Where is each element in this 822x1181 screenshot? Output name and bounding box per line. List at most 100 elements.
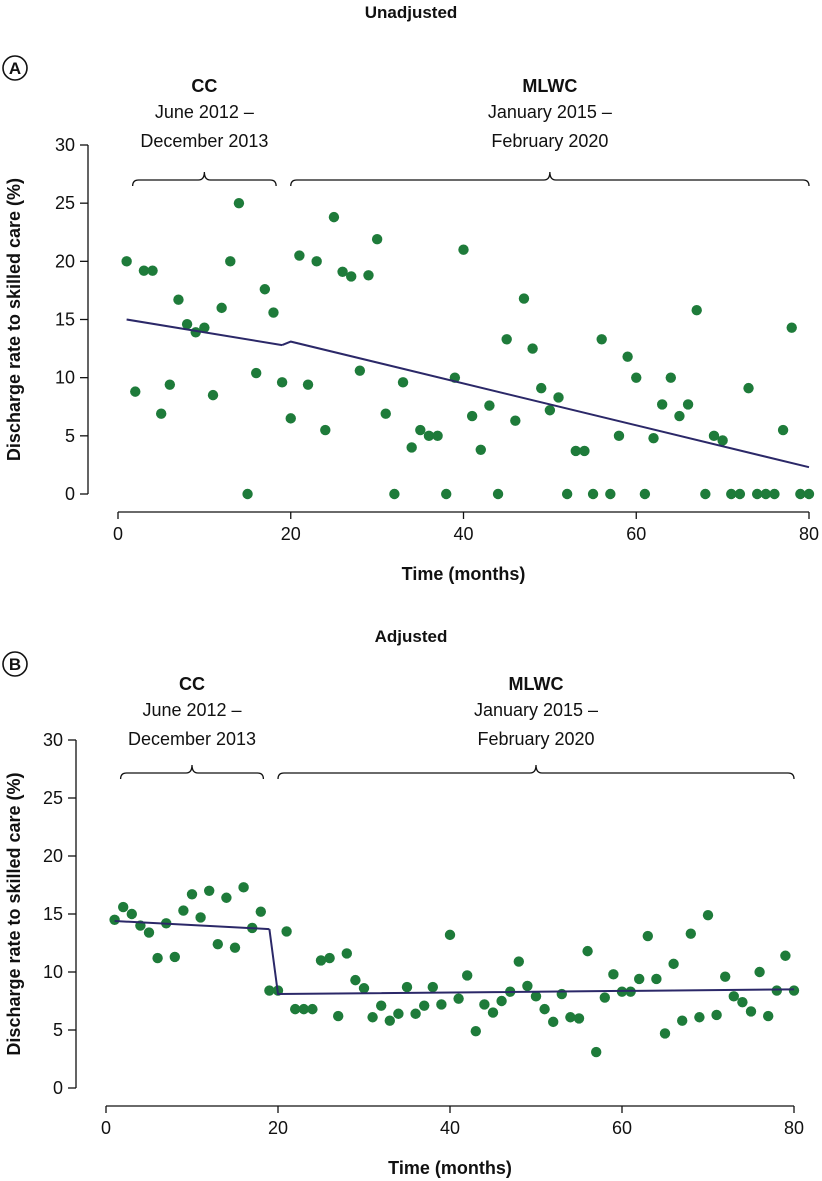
data-point: [393, 1008, 404, 1019]
data-point: [238, 882, 249, 893]
data-point: [743, 382, 754, 394]
data-point: [233, 197, 245, 209]
y-tick-label: 5: [53, 1020, 63, 1040]
data-point: [479, 999, 490, 1010]
y-axis-title: Discharge rate to skilled care (%): [4, 772, 24, 1055]
data-point: [769, 488, 780, 500]
data-point: [728, 991, 739, 1002]
period-start-label: June 2012 –: [155, 102, 254, 122]
x-tick-label: 0: [101, 1118, 111, 1138]
data-point: [276, 377, 288, 388]
data-point: [608, 969, 619, 980]
y-tick-label: 25: [55, 193, 75, 213]
chart-panel-b: Adjusted B CC June 2012 – December 2013 MLWC J…: [2, 627, 804, 1178]
data-point: [487, 1007, 499, 1018]
data-point: [410, 1008, 421, 1019]
period-end-label: December 2013: [140, 131, 268, 151]
data-point: [544, 405, 556, 416]
data-point: [363, 270, 374, 281]
data-point: [436, 999, 447, 1010]
panel-letter-circle: [2, 55, 28, 81]
data-point: [561, 488, 573, 500]
y-tick-label: 25: [43, 788, 63, 808]
data-point: [268, 307, 279, 318]
data-point: [186, 889, 198, 900]
data-point: [121, 256, 132, 267]
data-point: [496, 995, 507, 1007]
x-tick-label: 60: [626, 524, 646, 544]
data-point: [264, 985, 275, 996]
data-point: [556, 988, 567, 1000]
period-start-label: January 2015 –: [474, 700, 598, 720]
data-point: [307, 1003, 318, 1015]
data-point: [751, 488, 763, 500]
data-point: [290, 1003, 301, 1015]
data-point: [771, 985, 782, 996]
data-point: [259, 284, 271, 295]
data-point: [613, 430, 625, 442]
data-point: [462, 970, 473, 981]
data-point: [565, 1012, 576, 1023]
x-tick-label: 40: [453, 524, 473, 544]
data-point: [138, 265, 150, 276]
data-point: [492, 488, 504, 500]
data-point: [406, 442, 417, 453]
data-point: [596, 334, 607, 345]
data-point: [668, 958, 679, 970]
data-point: [354, 365, 366, 376]
data-point: [333, 1010, 344, 1022]
data-point: [130, 386, 141, 397]
data-point: [642, 930, 653, 942]
panel-letter: A: [9, 59, 21, 78]
data-point: [777, 424, 789, 436]
data-point: [143, 927, 155, 938]
data-point: [582, 945, 593, 957]
data-point: [207, 389, 219, 401]
data-point: [795, 488, 806, 500]
data-point: [717, 435, 728, 446]
data-point: [536, 382, 547, 394]
data-point: [734, 488, 746, 500]
data-point: [745, 1006, 757, 1017]
period-name: MLWC: [509, 674, 564, 694]
data-point: [737, 996, 748, 1008]
period-end-label: February 2020: [477, 729, 594, 749]
data-point: [651, 973, 662, 985]
data-point: [311, 256, 322, 267]
data-point: [181, 318, 193, 330]
data-point: [380, 408, 391, 419]
data-point: [682, 399, 694, 410]
y-tick-label: 20: [43, 846, 63, 866]
period-end-label: February 2020: [491, 131, 608, 151]
data-point: [573, 1013, 585, 1024]
data-point: [484, 400, 495, 411]
data-point: [328, 211, 340, 223]
data-point: [470, 1025, 481, 1037]
data-point: [285, 413, 296, 424]
data-point: [599, 992, 610, 1003]
period-name: CC: [191, 76, 217, 96]
data-point: [367, 1012, 378, 1023]
data-point: [255, 906, 266, 917]
data-point: [622, 351, 633, 362]
y-tick-label: 10: [55, 368, 75, 388]
y-tick-label: 0: [65, 484, 75, 504]
data-point: [763, 1010, 774, 1022]
data-point: [251, 367, 262, 379]
data-point: [694, 1012, 705, 1023]
data-point: [591, 1046, 602, 1058]
data-point: [315, 955, 327, 966]
data-point: [648, 432, 659, 444]
data-point: [199, 322, 210, 333]
data-point: [147, 265, 158, 276]
data-point: [605, 488, 616, 500]
data-point: [553, 392, 564, 403]
data-point: [358, 983, 370, 994]
data-point: [376, 1000, 387, 1011]
period-start-label: June 2012 –: [142, 700, 241, 720]
data-point: [389, 488, 400, 500]
data-point: [337, 266, 348, 278]
data-point: [401, 981, 413, 993]
data-point: [711, 1009, 722, 1021]
